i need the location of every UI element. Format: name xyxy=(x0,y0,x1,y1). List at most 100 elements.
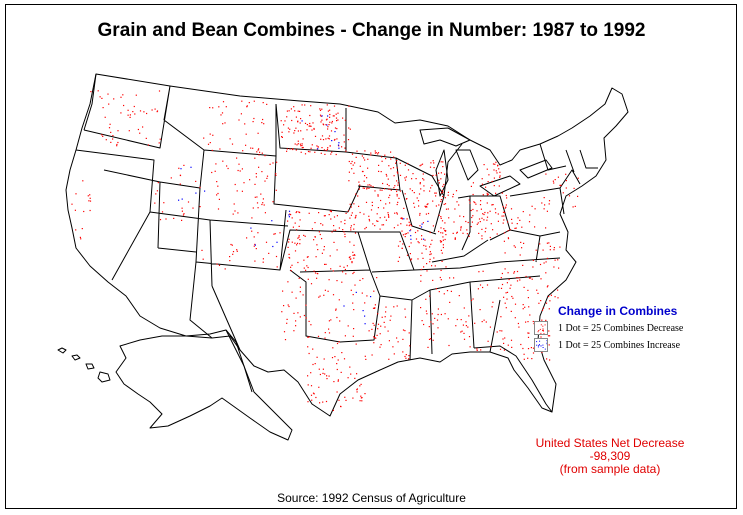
dot xyxy=(375,337,377,339)
dot xyxy=(496,233,498,235)
dot xyxy=(442,191,444,193)
dot xyxy=(254,260,256,262)
dot xyxy=(306,256,308,258)
dot xyxy=(295,149,297,151)
dot xyxy=(257,207,259,209)
dot xyxy=(506,282,508,284)
dot xyxy=(320,223,322,225)
dot xyxy=(429,190,431,192)
dot xyxy=(336,391,338,393)
dot xyxy=(444,197,446,199)
dot xyxy=(423,185,425,187)
dot xyxy=(445,266,447,268)
dot xyxy=(532,320,534,323)
dot xyxy=(432,174,434,177)
dot xyxy=(81,228,83,230)
dot xyxy=(335,113,337,115)
dot xyxy=(502,206,504,208)
dot xyxy=(385,311,387,313)
dot xyxy=(467,326,469,328)
dot xyxy=(250,147,252,149)
dot xyxy=(236,190,238,192)
dot xyxy=(304,235,306,237)
dot xyxy=(381,189,383,191)
dot xyxy=(443,228,445,230)
dot xyxy=(423,190,425,192)
dot xyxy=(343,305,345,307)
dot xyxy=(419,183,421,185)
dot xyxy=(282,290,284,292)
dot xyxy=(331,357,334,359)
dot xyxy=(545,272,547,274)
dot xyxy=(426,263,428,265)
dot xyxy=(393,353,395,355)
dot xyxy=(291,119,293,122)
dot xyxy=(349,128,351,130)
dot xyxy=(323,294,325,296)
dot xyxy=(299,243,301,245)
dot xyxy=(354,162,356,164)
dot xyxy=(433,167,435,169)
dot xyxy=(339,320,341,322)
dot xyxy=(307,384,309,386)
dot xyxy=(388,358,390,360)
dot xyxy=(474,202,476,204)
dot xyxy=(401,247,403,249)
dot xyxy=(308,125,310,127)
dot xyxy=(181,219,183,221)
dot xyxy=(531,205,533,207)
dot xyxy=(313,128,315,130)
dot xyxy=(359,279,361,281)
dot xyxy=(426,203,428,206)
dot xyxy=(313,270,315,272)
dot xyxy=(514,227,516,229)
dot xyxy=(361,170,364,173)
dot xyxy=(439,276,441,279)
dot xyxy=(304,104,306,106)
dot xyxy=(328,214,330,216)
dot xyxy=(454,237,456,239)
dot xyxy=(317,249,319,251)
swatch-dot xyxy=(546,343,547,345)
map-title: Grain and Bean Combines - Change in Numb… xyxy=(97,20,646,41)
dot xyxy=(484,231,486,233)
dot xyxy=(290,214,292,216)
dot xyxy=(475,203,477,205)
dot xyxy=(523,242,525,244)
dot xyxy=(338,341,340,343)
dot xyxy=(353,172,355,174)
swatch-dot xyxy=(539,328,541,330)
net-change-note: United States Net Decrease -98,309 (from… xyxy=(510,437,710,476)
dot xyxy=(129,114,131,116)
dot xyxy=(75,229,77,231)
dot xyxy=(262,102,264,104)
dot xyxy=(409,345,411,347)
dot xyxy=(300,145,302,147)
dot xyxy=(519,279,521,281)
dot xyxy=(299,110,301,112)
dot xyxy=(370,209,373,211)
dot xyxy=(286,110,288,112)
dot xyxy=(373,342,375,344)
dot xyxy=(327,137,329,139)
dot xyxy=(259,151,261,153)
dot xyxy=(341,146,343,148)
dot xyxy=(499,175,501,177)
dot xyxy=(407,162,409,165)
dot xyxy=(353,228,355,230)
dot xyxy=(480,349,482,351)
dot xyxy=(359,211,361,214)
dot xyxy=(495,170,497,172)
dot xyxy=(217,208,220,210)
dot xyxy=(264,155,266,157)
dot xyxy=(510,284,512,286)
dot xyxy=(413,192,415,194)
dot xyxy=(402,243,404,245)
dot xyxy=(377,328,379,330)
dot xyxy=(321,238,323,240)
dot xyxy=(405,233,407,235)
dot xyxy=(493,185,495,187)
dot xyxy=(364,228,366,230)
dot xyxy=(298,277,300,279)
dot xyxy=(310,385,313,387)
